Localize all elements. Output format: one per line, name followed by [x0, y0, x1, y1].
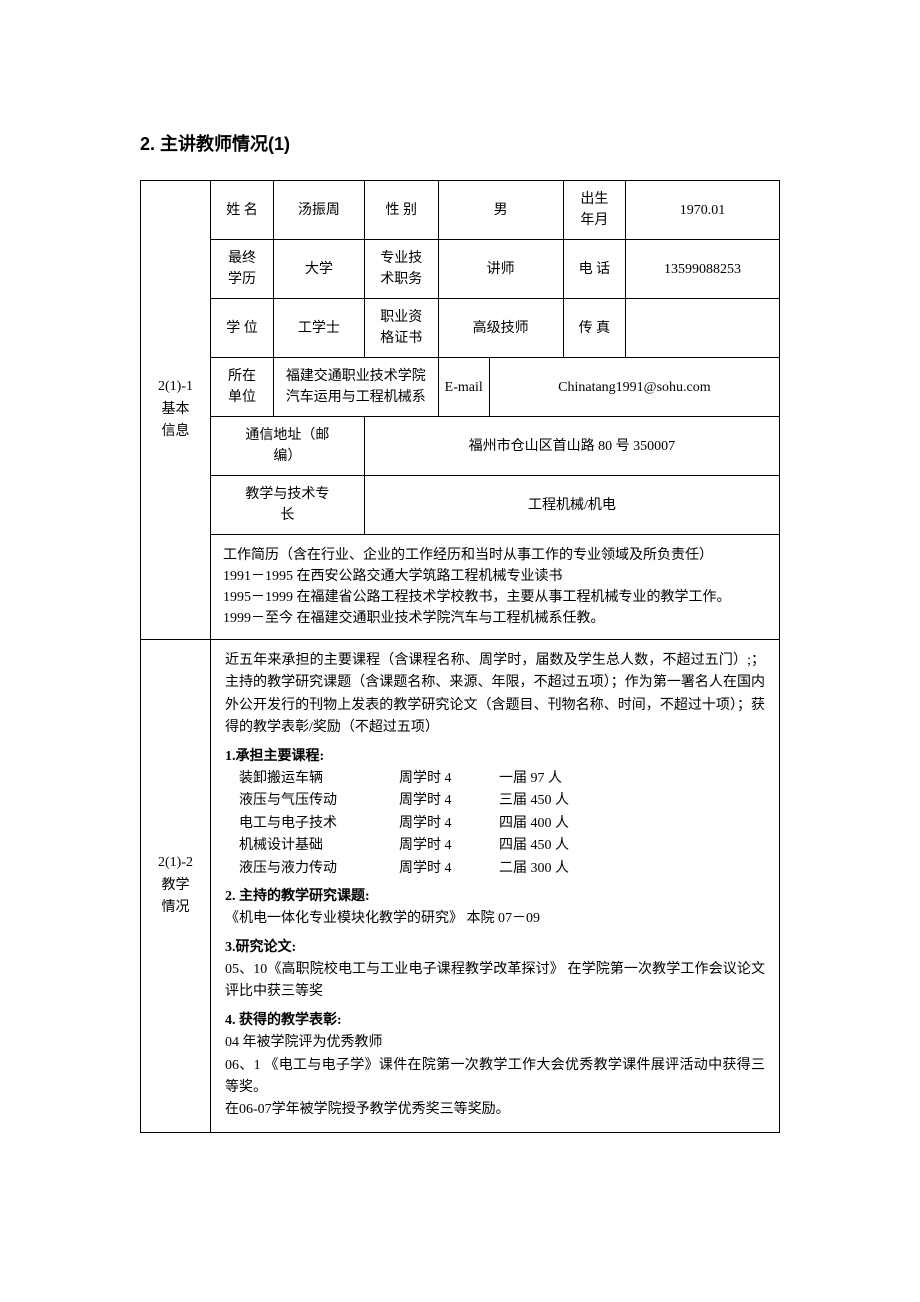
course-name: 机械设计基础 [239, 835, 399, 857]
course-row: 机械设计基础 周学时 4 四届 450 人 [239, 835, 765, 857]
history-line-1: 工作简历（含在行业、企业的工作经历和当时从事工作的专业领域及所负责任） [223, 545, 767, 566]
label-phone: 电 话 [563, 240, 625, 299]
course-count: 一届 97 人 [499, 768, 765, 790]
course-hours: 周学时 4 [399, 790, 499, 812]
award-line-1: 04 年被学院评为优秀教师 [225, 1032, 765, 1054]
heading-papers: 3.研究论文: [225, 937, 765, 959]
course-hours: 周学时 4 [399, 858, 499, 880]
course-row: 装卸搬运车辆 周学时 4 一届 97 人 [239, 768, 765, 790]
value-cert: 高级技师 [438, 299, 563, 358]
teaching-intro: 近五年来承担的主要课程（含课程名称、周学时，届数及学生总人数，不超过五门）;；主… [225, 650, 765, 740]
value-gender: 男 [438, 181, 563, 240]
value-fax [626, 299, 779, 358]
label-edu: 最终 学历 [211, 240, 273, 299]
label-cert: 职业资 格证书 [364, 299, 438, 358]
page-title: 2. 主讲教师情况(1) [140, 130, 780, 156]
course-row: 电工与电子技术 周学时 4 四届 400 人 [239, 813, 765, 835]
value-phone: 13599088253 [626, 240, 779, 299]
course-name: 装卸搬运车辆 [239, 768, 399, 790]
course-hours: 周学时 4 [399, 768, 499, 790]
value-email: Chinatang1991@sohu.com [489, 358, 779, 417]
label-unit: 所在 单位 [211, 358, 273, 417]
value-degree: 工学士 [273, 299, 364, 358]
document-page: 2. 主讲教师情况(1) 2(1)-1 基本 信息 姓 名 [0, 0, 920, 1302]
course-hours: 周学时 4 [399, 835, 499, 857]
course-row: 液压与液力传动 周学时 4 二届 300 人 [239, 858, 765, 880]
value-birth: 1970.01 [626, 181, 779, 240]
label-protitle: 专业技 术职务 [364, 240, 438, 299]
label-email: E-mail [438, 358, 489, 417]
history-line-2: 1991－1995 在西安公路交通大学筑路工程机械专业读书 [223, 566, 767, 587]
value-specialty: 工程机械/机电 [364, 476, 779, 535]
course-name: 液压与液力传动 [239, 858, 399, 880]
basic-info-table: 姓 名 汤振周 性 别 男 出生 年月 1970.01 最终 学历 大学 专业技… [211, 181, 779, 639]
value-name: 汤振周 [273, 181, 364, 240]
value-protitle: 讲师 [438, 240, 563, 299]
value-unit: 福建交通职业技术学院 汽车运用与工程机械系 [273, 358, 438, 417]
course-count: 四届 400 人 [499, 813, 765, 835]
section1-label: 2(1)-1 基本 信息 [141, 181, 211, 640]
value-address: 福州市仓山区首山路 80 号 350007 [364, 417, 779, 476]
award-line-2: 06、1 《电工与电子学》课件在院第一次教学工作大会优秀教学课件展评活动中获得三… [225, 1055, 765, 1100]
course-count: 四届 450 人 [499, 835, 765, 857]
section2-body: 近五年来承担的主要课程（含课程名称、周学时，届数及学生总人数，不超过五门）;；主… [211, 640, 780, 1133]
section2-label: 2(1)-2 教学 情况 [141, 640, 211, 1133]
course-list: 装卸搬运车辆 周学时 4 一届 97 人 液压与气压传动 周学时 4 三届 45… [239, 768, 765, 880]
course-count: 三届 450 人 [499, 790, 765, 812]
research-topic: 《机电一体化专业模块化教学的研究》 本院 07－09 [225, 908, 765, 930]
label-name: 姓 名 [211, 181, 273, 240]
course-hours: 周学时 4 [399, 813, 499, 835]
outer-table: 2(1)-1 基本 信息 姓 名 汤振周 性 别 男 [140, 180, 780, 1133]
label-specialty: 教学与技术专 长 [211, 476, 364, 535]
label-degree: 学 位 [211, 299, 273, 358]
section1-body: 姓 名 汤振周 性 别 男 出生 年月 1970.01 最终 学历 大学 专业技… [211, 181, 780, 640]
research-paper: 05、10《高职院校电工与工业电子课程教学改革探讨》 在学院第一次教学工作会议论… [225, 959, 765, 1004]
label-fax: 传 真 [563, 299, 625, 358]
heading-courses: 1.承担主要课程: [225, 746, 765, 768]
label-birth: 出生 年月 [563, 181, 625, 240]
course-count: 二届 300 人 [499, 858, 765, 880]
label-gender: 性 别 [364, 181, 438, 240]
history-line-4: 1999－至今 在福建交通职业技术学院汽车与工程机械系任教。 [223, 608, 767, 629]
award-line-3: 在06-07学年被学院授予教学优秀奖三等奖励。 [225, 1099, 765, 1121]
heading-awards: 4. 获得的教学表彰: [225, 1010, 765, 1032]
heading-topics: 2. 主持的教学研究课题: [225, 886, 765, 908]
value-edu: 大学 [273, 240, 364, 299]
course-row: 液压与气压传动 周学时 4 三届 450 人 [239, 790, 765, 812]
course-name: 电工与电子技术 [239, 813, 399, 835]
label-address: 通信地址（邮 编） [211, 417, 364, 476]
work-history: 工作简历（含在行业、企业的工作经历和当时从事工作的专业领域及所负责任） 1991… [211, 535, 779, 640]
course-name: 液压与气压传动 [239, 790, 399, 812]
history-line-3: 1995－1999 在福建省公路工程技术学校教书，主要从事工程机械专业的教学工作… [223, 587, 767, 608]
